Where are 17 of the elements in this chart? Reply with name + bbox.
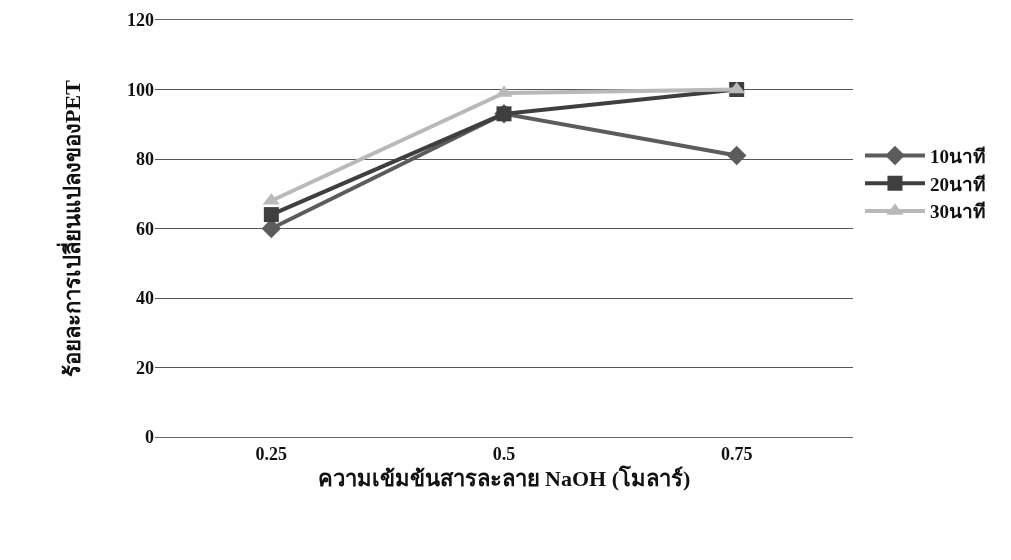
legend-label: 30นาที: [929, 201, 986, 223]
y-axis-title: ร้อยละการเปลี่ยนแปลงของPET: [55, 79, 85, 377]
x-tick-label: 0.75: [720, 443, 753, 464]
y-tick-label: 40: [136, 288, 154, 309]
y-tick-label: 60: [136, 218, 154, 239]
point: [726, 145, 747, 166]
point: [263, 207, 279, 223]
y-tick-label: 80: [136, 149, 154, 170]
y-tick-label: 100: [127, 79, 154, 100]
x-tick-label: 0.5: [492, 443, 516, 464]
y-tick-label: 120: [127, 10, 154, 31]
x-axis-title: ความเข้มข้นสารละลาย NaOH (โมลาร์): [317, 465, 691, 492]
legend-label: 20นาที: [929, 173, 986, 195]
x-tick-label: 0.25: [255, 443, 288, 464]
y-tick-label: 20: [136, 357, 154, 378]
legend-label: 10นาที: [929, 146, 986, 168]
y-tick-label: 0: [145, 427, 154, 448]
